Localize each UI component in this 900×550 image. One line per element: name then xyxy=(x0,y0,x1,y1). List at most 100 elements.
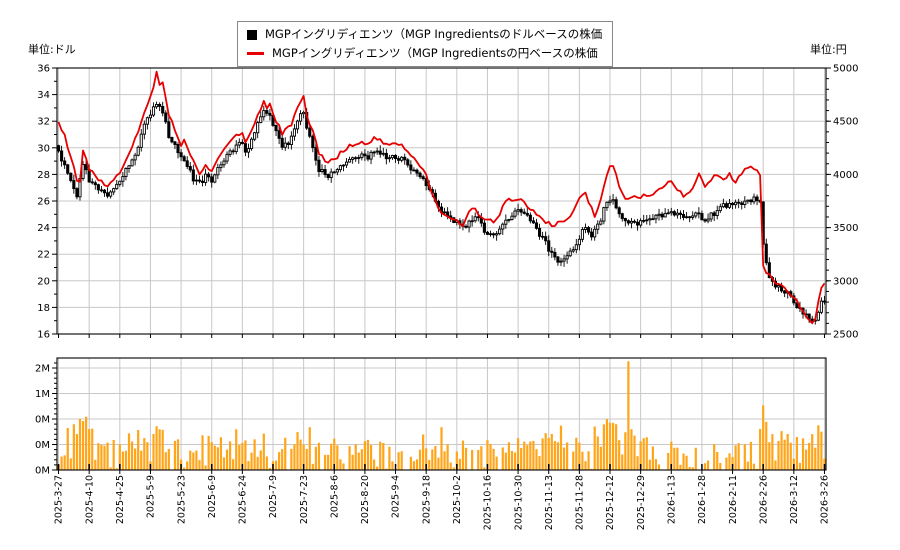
candle xyxy=(213,174,217,183)
volume-bar xyxy=(516,438,520,470)
axis-tick-label: 2026-3-26 xyxy=(820,475,831,524)
volume-bar xyxy=(615,424,618,470)
candle xyxy=(519,209,523,213)
candle xyxy=(568,250,572,257)
volume-bar xyxy=(164,452,167,470)
volume-bar xyxy=(333,438,336,470)
volume-bar xyxy=(492,448,495,470)
volume-bar xyxy=(471,449,474,470)
candle xyxy=(249,138,254,150)
candle xyxy=(357,157,361,159)
axis-tick-label: 2025-10-16 xyxy=(483,475,494,530)
volume-bar xyxy=(608,422,612,470)
candle xyxy=(148,114,152,119)
candle xyxy=(734,201,738,206)
volume-bar xyxy=(219,437,223,470)
volume-bar xyxy=(425,448,428,470)
volume-bar xyxy=(241,442,244,470)
candle xyxy=(623,218,627,222)
volume-bar xyxy=(415,459,419,470)
volume-bar xyxy=(192,452,195,470)
volume-bar xyxy=(308,427,311,470)
candle xyxy=(256,122,260,134)
candle xyxy=(467,220,471,228)
volume-bar xyxy=(587,451,590,470)
candle xyxy=(348,158,352,163)
volume-bar xyxy=(713,444,716,470)
candle xyxy=(544,236,548,242)
volume-bar xyxy=(118,444,121,470)
candle xyxy=(528,214,532,222)
volume-bar xyxy=(642,438,645,470)
candle xyxy=(688,216,692,219)
axis-tick-label: 4500 xyxy=(833,117,858,128)
axis-tick-label: 2025-8-6 xyxy=(329,475,340,518)
candle xyxy=(629,220,634,224)
candle xyxy=(246,148,251,153)
candle xyxy=(706,218,710,222)
volume-bar xyxy=(228,441,232,470)
gridlines xyxy=(57,68,826,470)
candle xyxy=(516,209,520,212)
candle xyxy=(421,176,425,180)
volume-bar xyxy=(305,449,308,470)
candle xyxy=(822,300,827,303)
candle xyxy=(574,244,578,251)
volume-bar xyxy=(369,445,373,470)
volume-bar xyxy=(189,450,192,470)
volume-bar xyxy=(685,455,688,470)
candle xyxy=(151,106,156,116)
volume-series xyxy=(57,361,826,470)
volume-bar xyxy=(670,441,673,470)
volume-bar xyxy=(232,459,235,470)
axis-tick-label: 2M xyxy=(35,364,50,375)
candle xyxy=(179,152,183,158)
candle xyxy=(470,220,474,223)
volume-bar xyxy=(645,437,648,470)
candle xyxy=(372,151,376,154)
volume-bar xyxy=(253,439,256,470)
candle xyxy=(219,164,223,169)
volume-bar xyxy=(176,439,180,470)
candle xyxy=(507,219,511,221)
candle xyxy=(397,158,401,161)
candle xyxy=(295,120,300,130)
volume-bar xyxy=(296,432,299,470)
volume-bar xyxy=(225,449,229,470)
candle xyxy=(109,191,113,197)
candle xyxy=(121,176,125,182)
candle xyxy=(767,262,771,279)
candle xyxy=(495,233,499,236)
volume-bar xyxy=(278,452,281,470)
volume-bar xyxy=(293,444,296,470)
volume-bar xyxy=(547,437,550,470)
candle xyxy=(537,227,542,237)
candle xyxy=(164,112,168,123)
axis-tick-label: 2026-1-28 xyxy=(697,475,708,524)
candle xyxy=(314,147,318,161)
legend-label-usd: MGPイングリディエンツ（MGP Ingredientsのドルベースの株価 xyxy=(265,27,603,41)
candle xyxy=(393,154,398,160)
volume-bar xyxy=(804,449,808,470)
volume-bar xyxy=(820,431,823,470)
candle xyxy=(593,228,597,238)
volume-bar xyxy=(299,439,302,470)
volume-bar xyxy=(327,454,330,470)
volume-bar xyxy=(152,433,155,470)
candle xyxy=(715,210,719,216)
volume-bar xyxy=(556,442,560,470)
volume-bar xyxy=(520,448,523,470)
volume-bar xyxy=(483,467,486,470)
candle xyxy=(675,212,679,216)
candle xyxy=(259,116,263,124)
volume-bar xyxy=(501,447,504,470)
volume-bar xyxy=(694,447,697,470)
volume-bar xyxy=(78,418,82,470)
volume-bar xyxy=(238,445,241,470)
volume-bar xyxy=(728,453,731,470)
candle xyxy=(746,199,750,202)
volume-bar xyxy=(198,460,201,470)
candle xyxy=(553,251,557,258)
candle xyxy=(167,121,171,138)
volume-bar xyxy=(765,421,768,470)
